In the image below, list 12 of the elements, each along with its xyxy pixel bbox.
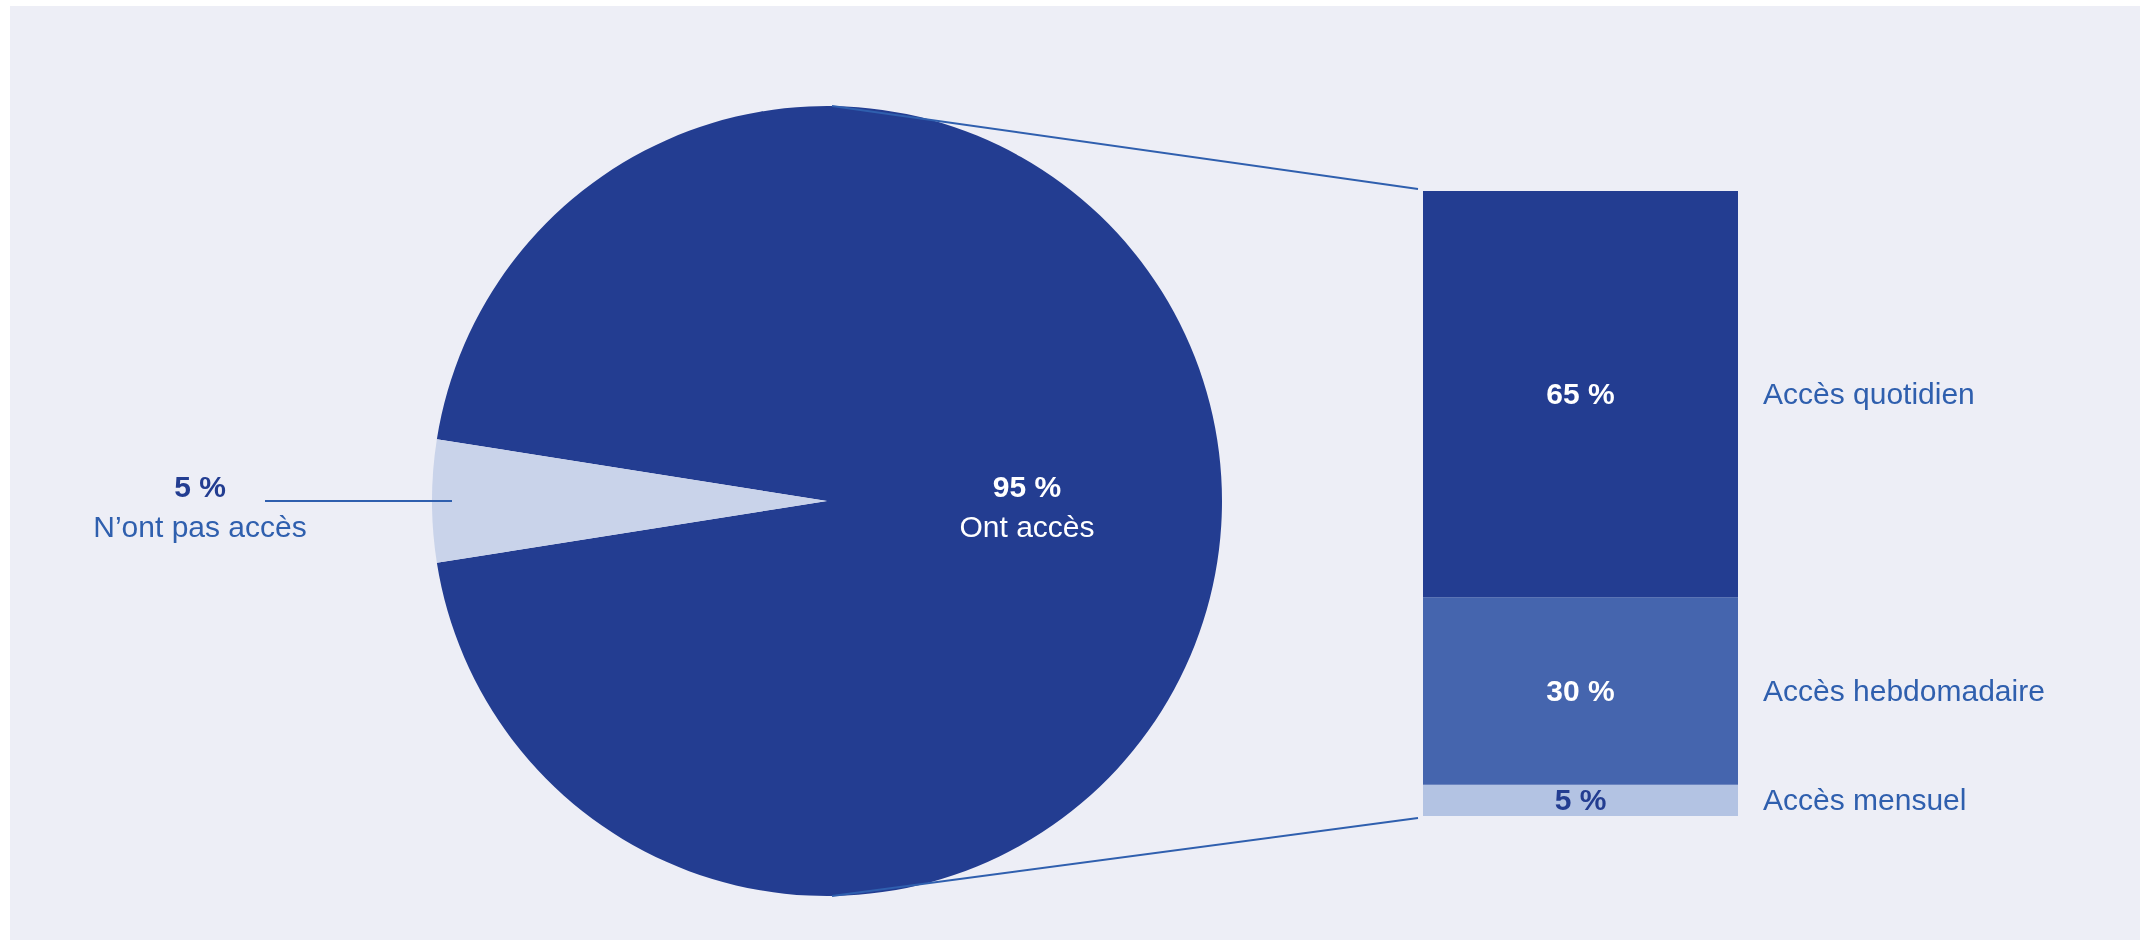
slice-label: Ont accès bbox=[959, 510, 1095, 543]
slice-label: N’ont pas accès bbox=[93, 510, 307, 543]
series-label: Accès quotidien bbox=[1763, 377, 1975, 411]
data-label: 5 % bbox=[1554, 783, 1607, 817]
data-label: 65 % bbox=[1546, 377, 1615, 411]
data-label: 30 % bbox=[1546, 674, 1615, 707]
data-label: 5 % bbox=[174, 470, 226, 503]
data-label: 95 % bbox=[992, 470, 1062, 503]
series-label: Accès hebdomadaire bbox=[1763, 674, 2045, 707]
pie-slice bbox=[432, 439, 827, 563]
series-label: Accès mensuel bbox=[1763, 783, 1967, 817]
pie-slice bbox=[436, 106, 1222, 896]
